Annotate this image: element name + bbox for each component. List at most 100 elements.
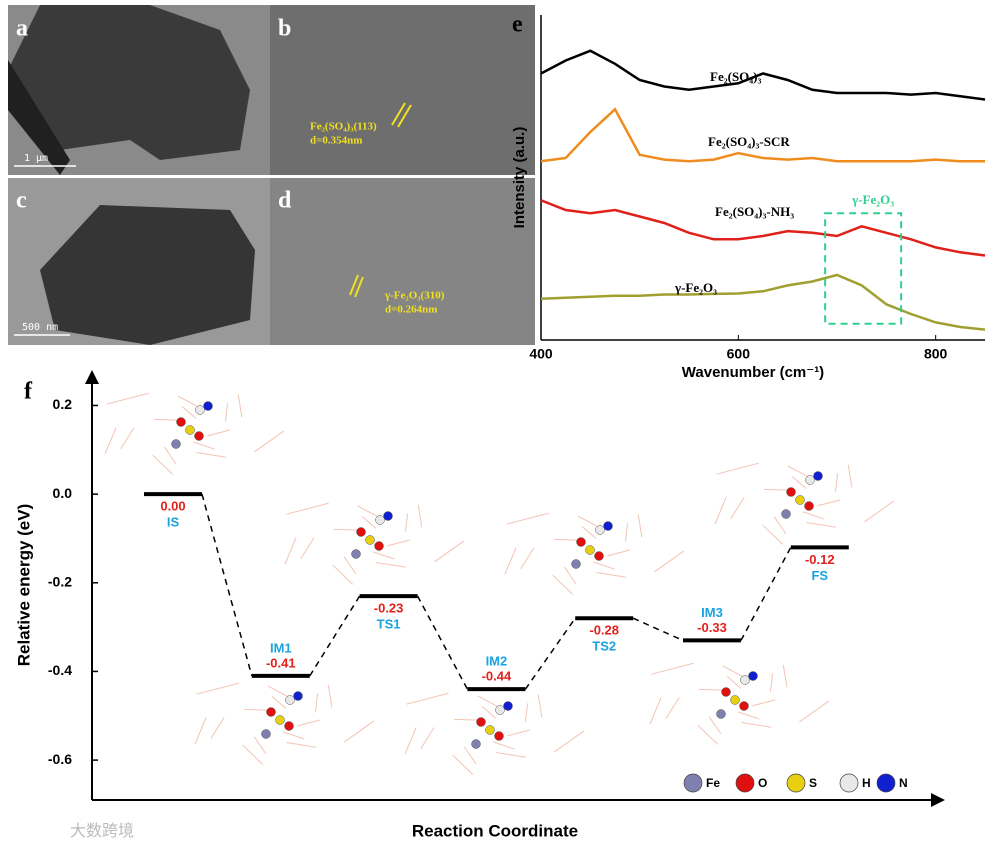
atom [293, 691, 303, 701]
atom [730, 695, 740, 705]
value-label: 0.00 [160, 499, 185, 514]
lattice [716, 462, 759, 475]
atom-label: H [862, 776, 871, 790]
atom-swatch [735, 773, 755, 793]
x-axis-title: Reaction Coordinate [412, 821, 578, 840]
lattice [864, 500, 895, 523]
lattice [592, 561, 615, 570]
y-axis-title: Intensity (a.u.) [511, 127, 528, 229]
lattice [802, 511, 825, 520]
atom [275, 715, 285, 725]
lattice [524, 703, 529, 722]
lattice [452, 754, 474, 775]
lattice [506, 512, 549, 525]
atom [194, 431, 204, 441]
lattice [196, 451, 227, 458]
atom [203, 401, 213, 411]
lattice [504, 547, 517, 575]
axis-arrow [931, 793, 945, 807]
spectrum-line [540, 273, 986, 331]
lattice [726, 676, 742, 689]
state-label: IM3 [701, 605, 723, 620]
atom [781, 509, 791, 519]
atom [716, 709, 726, 719]
annotation: d=0.264nm [385, 304, 437, 316]
lattice [334, 528, 359, 531]
lattice [847, 464, 853, 488]
micrograph-c: c 500 nm [8, 178, 270, 345]
lattice [253, 736, 267, 755]
atom-swatch [786, 773, 806, 793]
lattice [387, 539, 411, 547]
x-tick-label: 400 [529, 346, 553, 362]
state-label: TS2 [592, 639, 616, 654]
atom-legend: Fe O S H N [683, 773, 908, 793]
watermark: 大数跨境 [70, 821, 134, 840]
atom [485, 725, 495, 735]
annotation: d=0.354nm [310, 135, 362, 147]
lattice [477, 695, 502, 709]
connector [740, 546, 792, 641]
lattice [554, 730, 585, 753]
lattice [152, 454, 174, 475]
lattice [327, 684, 333, 708]
atom-swatch [683, 773, 703, 793]
lattice [730, 497, 745, 520]
lattice [714, 497, 727, 525]
atom [374, 541, 384, 551]
lattice [554, 538, 579, 541]
highlight-label: γ-Fe₂O₃ [851, 192, 894, 207]
connector [632, 617, 684, 642]
atom [813, 471, 823, 481]
lattice [120, 427, 135, 450]
atom-label: S [809, 776, 817, 790]
lattice [507, 729, 531, 737]
lattice [577, 515, 602, 529]
lattice [282, 731, 305, 740]
lattice [372, 551, 395, 560]
lattice [420, 727, 435, 750]
lattice [242, 744, 264, 765]
lattice [806, 521, 837, 528]
lattice [520, 547, 535, 570]
lattice [596, 571, 627, 578]
value-label: -0.12 [805, 552, 835, 567]
series-label: γ-Fe₂O₃ [674, 280, 717, 295]
atom [195, 405, 205, 415]
lattice [537, 694, 543, 718]
y-tick-label: 0.2 [53, 396, 73, 412]
lattice [817, 499, 841, 507]
lattice [434, 540, 465, 563]
atom [171, 439, 181, 449]
lattice [300, 537, 315, 560]
atom-label: N [899, 776, 908, 790]
lattice [181, 406, 197, 419]
atom [284, 721, 294, 731]
lattice [237, 394, 243, 418]
lattice [697, 724, 719, 745]
panel-label: d [278, 188, 292, 214]
lattice [769, 673, 774, 692]
atom [748, 671, 758, 681]
atom-swatch [839, 773, 859, 793]
lattice [196, 682, 239, 695]
lattice [332, 564, 354, 585]
atom [603, 521, 613, 531]
lattice [481, 706, 497, 719]
lattice [651, 662, 694, 675]
lattice [764, 488, 789, 491]
atom [185, 425, 195, 435]
lattice [177, 395, 202, 409]
lattice [637, 514, 643, 538]
atom [595, 525, 605, 535]
lattice [254, 430, 285, 453]
lattice [194, 717, 207, 745]
scale-bar: 500 nm [22, 322, 58, 333]
x-tick-label: 800 [924, 346, 948, 362]
lattice [207, 429, 231, 437]
lattice [552, 574, 574, 595]
lattice [492, 741, 515, 750]
atom [585, 545, 595, 555]
spectrum-line [540, 107, 985, 163]
atom [476, 717, 486, 727]
